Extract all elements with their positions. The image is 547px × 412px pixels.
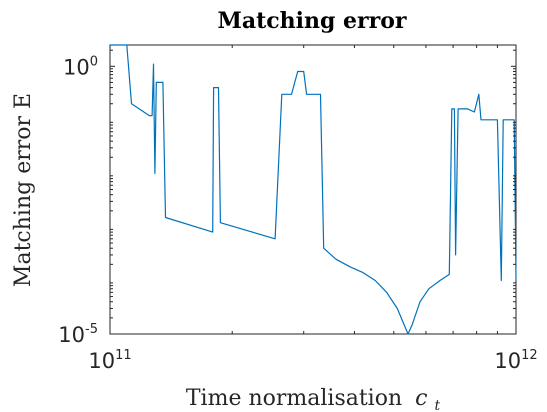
series-layer (110, 44, 517, 335)
x-axis-label: Time normalisation c t (186, 386, 441, 412)
x-axis-label-symbol: c (415, 386, 427, 411)
y-tick-label-1: 100 (63, 54, 98, 79)
x-tick-label-0: 1011 (88, 348, 131, 373)
x-tick-label-1: 1012 (494, 348, 537, 373)
y-axis-label: Matching error E (11, 93, 36, 287)
y-tick-label-0: 10-5 (58, 322, 98, 347)
chart-title: Matching error (218, 8, 407, 34)
x-axis-label-subscript: t (434, 398, 440, 412)
tick-layer: 1011 1012 10-5 100 (58, 45, 538, 373)
x-axis-label-text: Time normalisation (186, 386, 402, 411)
series-line-0 (110, 44, 517, 335)
svg-text:Time normalisation c: Time normalisation c t (186, 386, 441, 412)
